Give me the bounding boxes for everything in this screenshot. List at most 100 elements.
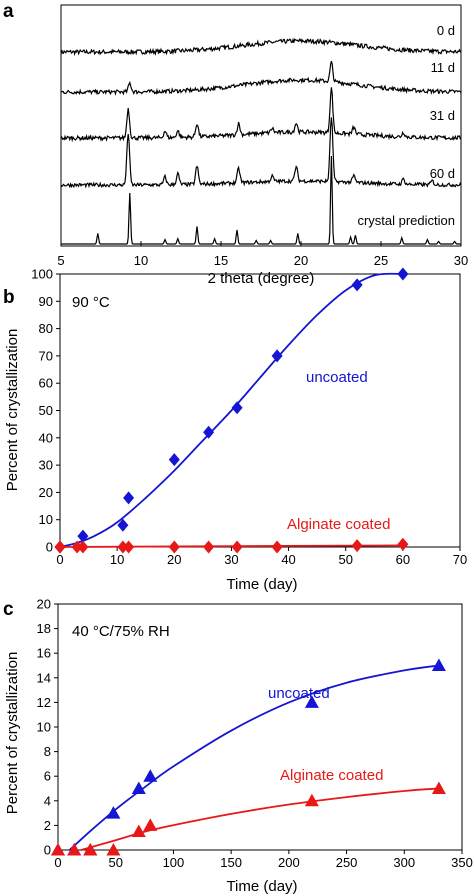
y-tick-label: 90 <box>39 294 53 309</box>
data-point <box>131 781 146 794</box>
xrd-trace <box>61 155 461 245</box>
xrd-trace <box>60 117 462 189</box>
y-tick-label: 80 <box>39 321 53 336</box>
panel-b-axes: 0 10 20 30 40 50 60 70 0 10 20 30 40 50 60 70 80 90 100 <box>31 267 467 568</box>
data-point <box>351 539 363 553</box>
data-point <box>123 491 135 505</box>
data-point <box>304 793 319 807</box>
y-tick-label: 18 <box>37 621 51 636</box>
trace-label: crystal prediction <box>357 213 455 228</box>
x-tick-label: 0 <box>54 855 61 870</box>
x-tick-label: 150 <box>220 855 242 870</box>
panel-b: b 0 10 20 30 40 50 60 700102030405060708090100 … <box>3 267 467 594</box>
data-point <box>143 818 158 831</box>
x-tick-label: 30 <box>454 253 468 268</box>
x-tick-label: 25 <box>374 253 388 268</box>
y-tick-label: 4 <box>44 793 51 808</box>
fit-line <box>59 272 403 548</box>
data-point <box>168 540 180 554</box>
panel-a-letter: a <box>3 1 14 22</box>
x-tick-label: 40 <box>281 552 295 567</box>
data-point <box>304 695 319 708</box>
trace-label: 60 d <box>430 166 455 181</box>
x-tick-label: 15 <box>214 253 228 268</box>
panel-b-coated-label: Alginate coated <box>287 516 390 533</box>
panel-b-y-axis-label: Percent of crystallization <box>4 329 21 492</box>
panel-b-annotation: 90 °C <box>72 294 110 311</box>
data-point <box>431 781 446 794</box>
panel-b-frame <box>59 273 461 548</box>
data-point <box>117 518 129 532</box>
xrd-trace <box>60 60 462 96</box>
data-point <box>351 278 363 292</box>
x-tick-label: 50 <box>108 855 122 870</box>
panel-b-uncoated-label: uncoated <box>306 369 368 386</box>
data-point <box>168 453 180 467</box>
x-tick-label: 5 <box>57 253 64 268</box>
data-point <box>51 843 65 856</box>
panel-c: c 0 50 100 150 200 250 300 350 0 2 4 6 8 10 12 14 16 18 20… <box>3 597 473 896</box>
data-point <box>431 658 446 671</box>
x-tick-label: 10 <box>110 552 124 567</box>
x-tick-label: 30 <box>224 552 238 567</box>
data-point <box>123 540 135 554</box>
data-point <box>77 540 89 554</box>
trace-label: 31 d <box>430 108 455 123</box>
data-point <box>106 806 121 819</box>
data-point <box>397 267 409 281</box>
x-tick-label: 200 <box>278 855 300 870</box>
y-tick-label: 100 <box>31 267 53 282</box>
xrd-traces: 0 d 11 d 31 d 60 d crystal prediction <box>60 23 462 245</box>
data-point <box>106 843 121 856</box>
data-point <box>67 843 82 856</box>
panel-c-letter: c <box>3 599 14 620</box>
panel-c-coated-label: Alginate coated <box>280 767 383 784</box>
panel-c-annotation: 40 °C/75% RH <box>72 623 170 640</box>
data-point <box>71 540 83 554</box>
x-tick-label: 250 <box>336 855 358 870</box>
fit-line <box>80 787 439 851</box>
x-tick-label: 100 <box>163 855 185 870</box>
x-tick-label: 20 <box>294 253 308 268</box>
trace-label: 0 d <box>437 23 455 38</box>
data-point <box>231 401 243 415</box>
xrd-trace <box>60 37 462 57</box>
panel-c-y-axis-label: Percent of crystallization <box>4 652 21 815</box>
y-tick-label: 0 <box>46 540 53 555</box>
y-tick-label: 8 <box>44 744 51 759</box>
x-tick-label: 10 <box>134 253 148 268</box>
panel-c-axes: 0 50 100 150 200 250 300 350 0 2 4 6 8 10 12 14 16 18 20 <box>37 597 473 871</box>
panel-c-x-axis-label: Time (day) <box>226 878 297 895</box>
panel-a-x-axis-label: 2 theta (degree) <box>208 270 315 287</box>
y-tick-label: 10 <box>39 512 53 527</box>
y-tick-label: 6 <box>44 769 51 784</box>
y-tick-label: 60 <box>39 376 53 391</box>
panel-b-letter: b <box>3 287 15 308</box>
y-tick-label: 16 <box>37 646 51 661</box>
y-tick-label: 20 <box>37 597 51 612</box>
fit-line <box>59 544 403 548</box>
data-point <box>397 537 409 551</box>
y-tick-label: 0 <box>44 843 51 858</box>
data-point <box>203 540 215 554</box>
x-tick-label: 350 <box>451 855 473 870</box>
x-tick-label: 20 <box>167 552 181 567</box>
panel-a-frame <box>60 4 462 247</box>
x-tick-label: 0 <box>56 552 63 567</box>
panel-b-x-axis-label: Time (day) <box>226 576 297 593</box>
data-point <box>271 540 283 554</box>
xrd-trace <box>60 87 462 143</box>
data-point <box>77 529 89 543</box>
data-point <box>271 349 283 363</box>
panel-c-series <box>51 658 446 856</box>
panel-b-series <box>54 267 409 554</box>
y-tick-label: 40 <box>39 430 53 445</box>
y-tick-label: 10 <box>37 720 51 735</box>
data-point <box>54 540 66 554</box>
y-tick-label: 50 <box>39 403 53 418</box>
data-point <box>231 540 243 554</box>
data-point <box>131 824 146 837</box>
data-point <box>143 769 158 782</box>
y-tick-label: 30 <box>39 458 53 473</box>
